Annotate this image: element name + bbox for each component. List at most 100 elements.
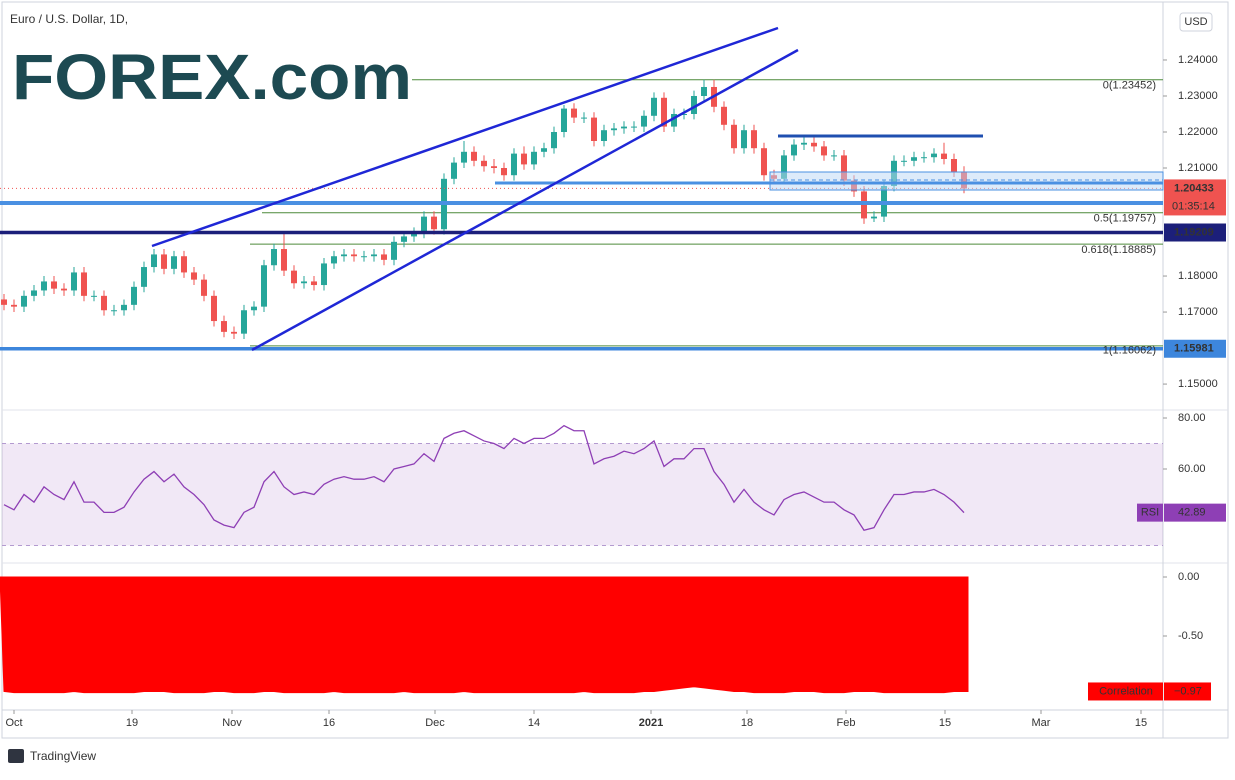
candle-body [691, 95, 697, 114]
candle-body [91, 295, 97, 297]
candle-body [321, 263, 327, 286]
candle-body [721, 106, 727, 125]
candle-body [671, 113, 677, 127]
candle-body [451, 162, 457, 179]
x-tick-label: 15 [1135, 717, 1147, 729]
candle-body [531, 151, 537, 165]
candle-body [591, 117, 597, 142]
candle-body [751, 130, 757, 149]
candle-body [281, 249, 287, 271]
candle-body [401, 236, 407, 242]
fib-label: 0(1.23452) [1103, 80, 1156, 92]
candle-body [911, 157, 917, 161]
candle-body [761, 148, 767, 176]
candle-body [141, 267, 147, 287]
candle-body [341, 254, 347, 257]
y-tick-label: 80.00 [1178, 412, 1206, 424]
corr-value-badge [1164, 682, 1211, 701]
y-tick-label: 1.24000 [1178, 54, 1218, 66]
candle-body [561, 108, 567, 132]
candle-body [841, 155, 847, 181]
candle-body [71, 272, 77, 291]
candle-body [421, 216, 427, 233]
rsi-value-badge [1164, 503, 1226, 522]
correlation-area [0, 576, 969, 694]
candle-body [951, 159, 957, 172]
currency-label[interactable]: USD [1184, 16, 1207, 28]
candle-body [101, 295, 107, 311]
drawings [0, 26, 1164, 352]
price-badge [1164, 223, 1226, 242]
candle-body [931, 153, 937, 158]
price-badge [1164, 339, 1226, 358]
candle-body [701, 86, 707, 96]
candle-body [681, 113, 687, 115]
corr-value: −0.97 [1174, 685, 1202, 697]
x-tick-label: 2021 [639, 717, 663, 729]
rsi-value: 42.89 [1178, 507, 1206, 519]
x-tick-label: Oct [5, 717, 22, 729]
candle-body [631, 126, 637, 128]
y-tick-label: 60.00 [1178, 463, 1206, 475]
wedge-line [151, 26, 779, 248]
candle-body [181, 256, 187, 273]
candle-body [261, 265, 267, 307]
last-price-label: 1.20433 [1174, 182, 1214, 194]
y-tick-label: 1.15000 [1178, 378, 1218, 390]
chart-title: Euro / U.S. Dollar, 1D, [10, 12, 128, 26]
tv-logo [8, 749, 24, 763]
candle-body [161, 254, 167, 269]
currency-button[interactable] [1179, 12, 1213, 32]
candle-body [641, 115, 647, 127]
footer-brand: TradingView [30, 749, 96, 763]
candle-body [121, 304, 127, 311]
candle-body [571, 108, 577, 118]
y-tick-label: 1.17000 [1178, 306, 1218, 318]
candle-body [821, 146, 827, 156]
zone [769, 171, 1164, 191]
candle-body [361, 256, 367, 258]
y-tick-label: 1.21000 [1178, 162, 1218, 174]
corr-name-badge [1088, 682, 1163, 701]
x-tick-label: 16 [323, 717, 335, 729]
candle-body [511, 153, 517, 176]
candle-body [311, 281, 317, 286]
candle-body [381, 254, 387, 260]
countdown: 01:35:14 [1172, 200, 1215, 212]
x-tick-label: Feb [837, 717, 856, 729]
candle-body [291, 270, 297, 284]
x-tick-label: 18 [741, 717, 753, 729]
candle-body [551, 131, 557, 149]
candle-body [351, 254, 357, 257]
rsi-name-badge [1137, 503, 1163, 522]
candle-body [661, 97, 667, 127]
candle-body [541, 148, 547, 152]
candle-body [391, 241, 397, 260]
candle-body [301, 281, 307, 284]
y-tick-label: 1.23000 [1178, 90, 1218, 102]
candle-body [271, 249, 277, 266]
candle-body [651, 97, 657, 116]
candle-body [171, 256, 177, 269]
candle-body [481, 160, 487, 167]
candle-body [41, 281, 47, 291]
candle-body [601, 130, 607, 142]
candle-body [11, 304, 17, 307]
candle-body [581, 117, 587, 119]
candle-body [801, 142, 807, 145]
fib-label: 0.5(1.19757) [1094, 213, 1156, 225]
candle-body [151, 254, 157, 268]
candle-body [941, 153, 947, 160]
candle-body [241, 310, 247, 334]
corr-name: Correlation [1099, 685, 1153, 697]
candle-body [521, 153, 527, 165]
candle-body [221, 321, 227, 332]
wedge-line [251, 48, 799, 352]
candle-body [201, 279, 207, 296]
x-tick-label: 15 [939, 717, 951, 729]
rsi-band [2, 443, 1163, 546]
candle-body [331, 256, 337, 264]
y-tick-label: -0.50 [1178, 630, 1203, 642]
candle-body [251, 306, 257, 311]
